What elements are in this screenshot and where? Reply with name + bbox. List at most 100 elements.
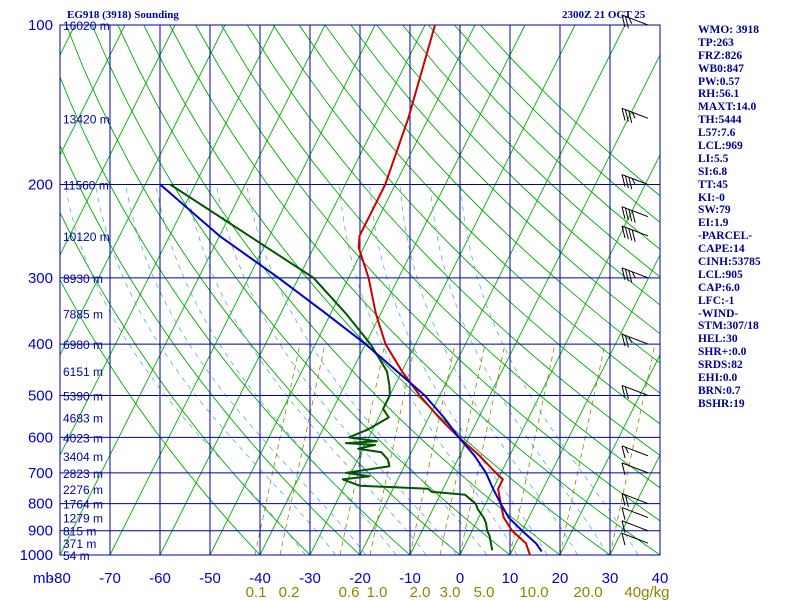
mixing-ratio-label: 1.0 [367, 584, 388, 600]
height-label: 1279 m [63, 512, 103, 526]
stat-item: L57:7.6 [698, 127, 736, 140]
stat-item: RH:56.1 [698, 88, 740, 101]
stat-item: LCL:969 [698, 140, 743, 153]
height-label: 3404 m [63, 450, 103, 464]
wind-barb-flag [621, 493, 626, 506]
dry-adiabat-line [117, 25, 561, 555]
dry-adiabat-line [246, 25, 660, 456]
moist-adiabat-line [94, 184, 336, 555]
moist-adiabat-line [215, 184, 457, 555]
dry-adiabat-line [350, 25, 660, 335]
wind-barb-flag [621, 507, 626, 520]
height-label: 13420 m [63, 112, 110, 126]
temperature-tick-label: 30 [602, 570, 619, 587]
wind-barb-flag [628, 336, 633, 343]
dry-adiabat-line [60, 211, 311, 555]
stat-item: LFC:-1 [698, 294, 735, 307]
dry-adiabat-line [65, 25, 461, 555]
stat-item: -PARCEL- [698, 230, 753, 243]
wind-barb-flag [624, 175, 629, 188]
wind-barb-staff [621, 174, 649, 186]
mixing-ratio-label: 0.2 [279, 584, 300, 600]
temperature-tick-label: 0 [456, 570, 464, 587]
wind-barb-flag [621, 385, 626, 398]
stat-item: SW:79 [698, 204, 731, 217]
isotherm-line [109, 25, 376, 555]
wind-barb-flag [621, 206, 626, 219]
stat-item: TP:263 [698, 36, 734, 49]
pressure-tick-label: 800 [28, 496, 53, 513]
temperature-tick-label: -70 [99, 570, 121, 587]
isotherm-line [60, 25, 326, 555]
wind-barb-flag [624, 386, 629, 399]
mixing-ratio-line [369, 344, 416, 555]
stat-item: HEL:30 [698, 333, 738, 346]
wind-barb-staff [621, 532, 649, 544]
wind-barb-flag [631, 210, 636, 223]
wind-barb-flag [624, 207, 629, 221]
height-label: 2276 m [63, 483, 103, 497]
height-label: 54 m [63, 549, 90, 563]
wind-barb-flag [631, 112, 636, 119]
dewpoint-line [169, 183, 494, 551]
wind-barb-flag [621, 14, 626, 28]
moist-adiabat-line [64, 184, 306, 555]
dry-adiabat-line [60, 278, 261, 555]
stat-item: BRN:0.7 [698, 384, 741, 397]
sounding-title: EG918 (3918) Sounding [67, 9, 179, 21]
stat-item: MAXT:14.0 [698, 101, 757, 114]
wind-barb-staff [621, 520, 649, 532]
height-label: 11560 m [63, 179, 109, 193]
stat-item: TT:45 [698, 178, 728, 191]
wind-barb-flag [631, 229, 636, 242]
isotherm-line [459, 153, 660, 555]
dry-adiabat-line [272, 25, 660, 425]
wind-barb-staff [621, 206, 649, 218]
moist-adiabat-line [246, 184, 488, 555]
temperature-tick-label: -30 [299, 570, 321, 587]
isotherm-line [609, 453, 660, 555]
temperature-tick-label: -20 [349, 570, 371, 587]
dry-adiabat-line [324, 25, 660, 364]
stat-item: CAPE:14 [698, 243, 745, 256]
wind-barb-flag [624, 16, 629, 29]
moist-adiabat-line [399, 184, 578, 555]
dry-adiabat-line [376, 25, 660, 306]
mixing-ratio-label: 20.0 [573, 584, 602, 600]
stat-item: BSHR:19 [698, 397, 745, 410]
wind-barb-staff [621, 225, 649, 237]
wind-barb-staff [621, 445, 649, 457]
mixing-ratio-label: 5.0 [474, 584, 495, 600]
profile-lines [159, 25, 543, 555]
sounding-time: 2300Z 21 OCT 25 [562, 9, 646, 21]
height-label: 2823 m [63, 467, 103, 481]
temperature-tick-label: -80 [49, 570, 71, 587]
stat-item: WMO: 3918 [698, 24, 760, 36]
temperature-tick-label: -60 [149, 570, 171, 587]
height-label: 10120 m [63, 230, 110, 244]
stat-item: LCL:905 [698, 268, 743, 281]
isotherm-line [60, 25, 276, 457]
temperature-line [357, 25, 531, 555]
wind-barb-flag [621, 520, 626, 533]
height-label: 5390 m [63, 389, 103, 403]
temperature-tick-label: 10 [502, 570, 519, 587]
wind-barb-flag [628, 177, 633, 190]
stat-item: EI:1.9 [698, 217, 729, 230]
wind-barb-staff [621, 107, 649, 119]
moist-adiabat-line [155, 184, 397, 555]
isotherm-line [0, 25, 25, 555]
isotherm-line [309, 25, 576, 555]
mixing-ratio-label: 0.1 [246, 584, 267, 600]
height-label: 1764 m [63, 498, 103, 512]
temperature-tick-label: -50 [199, 570, 221, 587]
stat-item: STM:307/18 [698, 320, 759, 333]
wind-barb-flag [628, 228, 633, 241]
isotherm-line [559, 353, 660, 555]
height-label: 815 m [63, 525, 96, 539]
wind-barb-flag [631, 178, 636, 185]
wind-barb-flag [621, 267, 626, 280]
stats-panel: WMO: 3918 TP:263 FRZ:826 WB0:847 PW:0.57 RH:5… [698, 24, 761, 411]
stat-item: PW:0.57 [698, 75, 740, 88]
